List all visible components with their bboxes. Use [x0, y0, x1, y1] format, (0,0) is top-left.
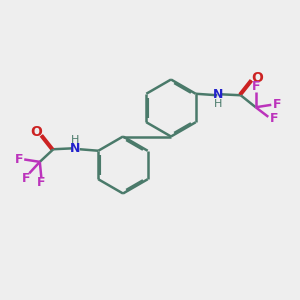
Text: F: F — [272, 98, 281, 111]
Text: H: H — [214, 99, 223, 109]
Text: N: N — [213, 88, 224, 101]
Text: F: F — [15, 153, 23, 166]
Text: O: O — [31, 125, 43, 140]
Text: N: N — [70, 142, 81, 155]
Text: F: F — [37, 176, 46, 189]
Text: O: O — [251, 71, 263, 85]
Text: H: H — [71, 135, 80, 145]
Text: F: F — [269, 112, 278, 125]
Text: F: F — [251, 80, 260, 93]
Text: F: F — [22, 172, 30, 184]
